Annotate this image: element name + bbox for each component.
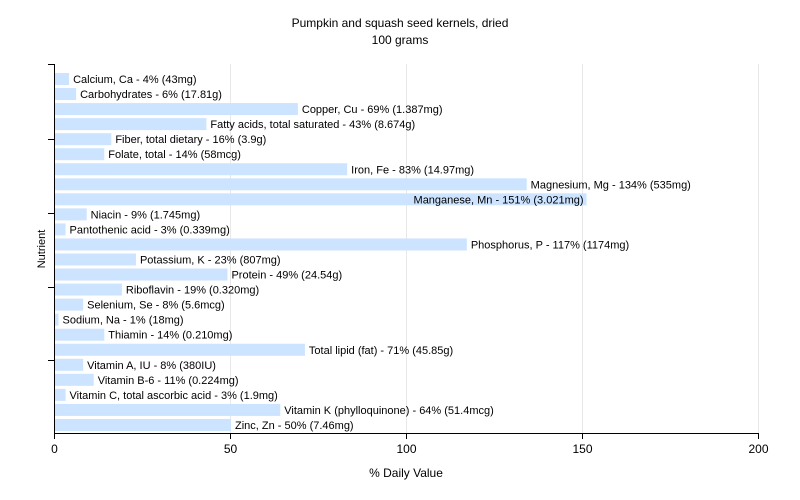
bar-label-16: Sodium, Na - 1% (18mg) [63, 315, 184, 327]
data-labels: Calcium, Ca - 4% (43mg) Carbohydrates - 6… [63, 74, 691, 432]
bar-label-22: Vitamin K (phylloquinone) - 64% (51.4mcg… [284, 405, 494, 417]
bar-11 [55, 238, 467, 251]
bar-label-14: Riboflavin - 19% (0.320mg) [126, 285, 259, 297]
bar-label-3: Fatty acids, total saturated - 43% (8.67… [210, 119, 415, 131]
x-tick-label-2: 100 [396, 442, 416, 456]
chart-title: Pumpkin and squash seed kernels, dried [292, 16, 509, 30]
bar-label-1: Carbohydrates - 6% (17.81g) [80, 89, 222, 101]
bar-label-21: Vitamin C, total ascorbic acid - 3% (1.9… [70, 390, 278, 402]
bar-8 [55, 193, 587, 206]
bar-23 [55, 418, 231, 431]
y-axis-title: Nutrient [36, 230, 48, 269]
bar-15 [55, 298, 84, 311]
bar-3 [55, 118, 207, 131]
bar-label-19: Vitamin A, IU - 8% (380IU) [87, 360, 216, 372]
chart-subtitle: 100 grams [372, 33, 429, 47]
bar-13 [55, 268, 228, 281]
bars [55, 73, 587, 431]
axes: 0 50 100 150 200 [48, 64, 769, 456]
bar-label-8: Manganese, Mn - 151% (3.021mg) [414, 194, 584, 206]
bar-label-18: Total lipid (fat) - 71% (45.85g) [309, 345, 453, 357]
bar-14 [55, 283, 122, 296]
x-tick-label-0: 0 [51, 442, 58, 456]
bar-label-23: Zinc, Zn - 50% (7.46mg) [235, 420, 354, 432]
bar-19 [55, 358, 84, 371]
x-tick-label-1: 50 [224, 442, 238, 456]
bar-label-17: Thiamin - 14% (0.210mg) [108, 330, 232, 342]
bar-label-12: Potassium, K - 23% (807mg) [140, 255, 281, 267]
x-tick-label-3: 150 [572, 442, 592, 456]
bar-label-5: Folate, total - 14% (58mcg) [108, 149, 241, 161]
bar-label-7: Magnesium, Mg - 134% (535mg) [531, 179, 691, 191]
bar-16 [55, 313, 59, 326]
bar-21 [55, 388, 66, 401]
bar-4 [55, 133, 112, 146]
bar-5 [55, 148, 105, 161]
bar-label-4: Fiber, total dietary - 16% (3.9g) [115, 134, 266, 146]
bar-label-9: Niacin - 9% (1.745mg) [91, 209, 200, 221]
bar-10 [55, 223, 66, 236]
bar-label-2: Copper, Cu - 69% (1.387mg) [302, 104, 443, 116]
bar-label-6: Iron, Fe - 83% (14.97mg) [351, 164, 474, 176]
bar-17 [55, 328, 105, 341]
bar-9 [55, 208, 87, 221]
bar-label-15: Selenium, Se - 8% (5.6mcg) [87, 300, 225, 312]
bar-label-10: Pantothenic acid - 3% (0.339mg) [70, 224, 230, 236]
bar-0 [55, 73, 70, 85]
bar-label-13: Protein - 49% (24.54g) [231, 270, 342, 282]
bar-7 [55, 178, 527, 191]
bar-label-0: Calcium, Ca - 4% (43mg) [73, 74, 196, 86]
bar-20 [55, 373, 94, 386]
bar-22 [55, 403, 281, 416]
bar-2 [55, 103, 298, 116]
x-tick-label-4: 200 [748, 442, 768, 456]
bar-12 [55, 253, 136, 266]
bar-18 [55, 343, 305, 356]
bar-label-20: Vitamin B-6 - 11% (0.224mg) [98, 375, 239, 387]
bar-1 [55, 88, 77, 101]
bar-6 [55, 163, 348, 176]
bar-label-11: Phosphorus, P - 117% (1174mg) [471, 239, 629, 251]
x-axis-title: % Daily Value [369, 466, 443, 480]
